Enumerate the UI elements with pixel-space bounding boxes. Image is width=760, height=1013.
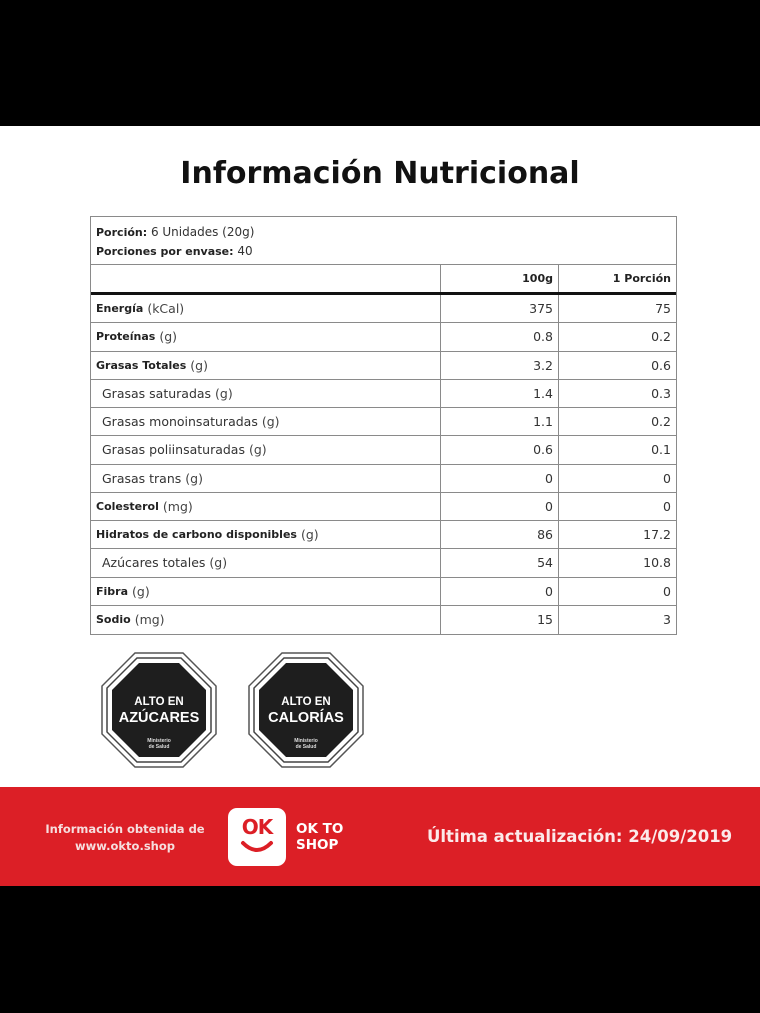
value-per-portion: 0 bbox=[663, 470, 671, 486]
value-per-100g: 54 bbox=[441, 549, 559, 577]
value-per-portion: 0 bbox=[663, 583, 671, 599]
table-row: Colesterol (mg) 0 0 bbox=[91, 492, 676, 521]
seal-high-calories: ALTO EN CALORÍAS Ministerio de Salud bbox=[248, 652, 364, 768]
value-per-portion: 0.3 bbox=[651, 385, 671, 401]
table-row: Energía (kCal) 375 75 bbox=[91, 295, 676, 324]
table-row: Grasas saturadas (g) 1.4 0.3 bbox=[91, 379, 676, 408]
value-per-portion: 17.2 bbox=[643, 527, 671, 543]
page-title: Información Nutricional bbox=[180, 156, 580, 191]
portion-info: Porción: 6 Unidades (20g) Porciones por … bbox=[91, 217, 676, 265]
table-body: Energía (kCal) 375 75 Proteínas (g) 0.8 0.2 Gras… bbox=[91, 295, 676, 634]
table-row: Grasas Totales (g) 3.2 0.6 bbox=[91, 351, 676, 380]
nutrient-name: Azúcares totales (g) bbox=[91, 549, 441, 577]
nutrient-name: Grasas Totales (g) bbox=[91, 351, 441, 379]
logo-ok-text: OK bbox=[241, 815, 274, 839]
table-row: Sodio (mg) 15 3 bbox=[91, 605, 676, 634]
source-link[interactable]: www.okto.shop bbox=[75, 839, 175, 853]
nutrient-name: Grasas saturadas (g) bbox=[91, 379, 441, 407]
header-per-portion: 1 Porción bbox=[612, 272, 671, 285]
nutrient-name: Colesterol (mg) bbox=[91, 492, 441, 520]
value-per-100g: 3.2 bbox=[441, 351, 559, 379]
smile-icon bbox=[241, 841, 273, 852]
value-per-100g: 1.4 bbox=[441, 379, 559, 407]
nutrient-name: Grasas monoinsaturadas (g) bbox=[91, 408, 441, 436]
value-per-100g: 1.1 bbox=[441, 408, 559, 436]
value-per-portion: 0.2 bbox=[651, 329, 671, 345]
value-per-portion: 0.6 bbox=[651, 357, 671, 373]
value-per-100g: 0 bbox=[441, 464, 559, 492]
value-per-100g: 0 bbox=[441, 492, 559, 520]
octagon-icon bbox=[248, 652, 364, 768]
value-per-100g: 0.6 bbox=[441, 436, 559, 464]
header-per-100g: 100g bbox=[441, 265, 559, 292]
value-per-100g: 15 bbox=[441, 605, 559, 634]
value-per-100g: 0 bbox=[441, 577, 559, 605]
table-row: Fibra (g) 0 0 bbox=[91, 577, 676, 606]
value-per-100g: 0.8 bbox=[441, 323, 559, 351]
footer-banner: Información obtenida de www.okto.shop OK… bbox=[0, 787, 760, 886]
table-row: Grasas poliinsaturadas (g) 0.6 0.1 bbox=[91, 436, 676, 465]
seal-high-sugar: ALTO EN AZÚCARES Ministerio de Salud bbox=[101, 652, 217, 768]
table-row: Grasas trans (g) 0 0 bbox=[91, 464, 676, 493]
last-updated: Última actualización: 24/09/2019 bbox=[427, 827, 733, 846]
source-text: Información obtenida de www.okto.shop bbox=[30, 821, 220, 855]
table-row: Azúcares totales (g) 54 10.8 bbox=[91, 549, 676, 578]
nutrient-name: Grasas poliinsaturadas (g) bbox=[91, 436, 441, 464]
value-per-portion: 3 bbox=[663, 612, 671, 628]
nutrition-card: Información Nutricional Porción: 6 Unida… bbox=[0, 126, 760, 886]
table-header: 100g 1 Porción bbox=[91, 265, 676, 295]
nutrient-name: Fibra (g) bbox=[91, 577, 441, 605]
table-row: Hidratos de carbono disponibles (g) 86 17.2 bbox=[91, 521, 676, 550]
warning-seals: ALTO EN AZÚCARES Ministerio de Salud ALT… bbox=[101, 652, 364, 768]
value-per-portion: 0 bbox=[663, 498, 671, 514]
portions-per-package: Porciones por envase: 40 bbox=[96, 244, 253, 258]
octagon-icon bbox=[101, 652, 217, 768]
table-row: Proteínas (g) 0.8 0.2 bbox=[91, 323, 676, 352]
brand-name: OK TO SHOP bbox=[296, 821, 344, 853]
okto-logo[interactable]: OK bbox=[228, 808, 286, 866]
value-per-100g: 375 bbox=[441, 295, 559, 323]
nutrient-name: Energía (kCal) bbox=[91, 295, 441, 323]
value-per-portion: 0.1 bbox=[651, 442, 671, 458]
value-per-portion: 0.2 bbox=[651, 414, 671, 430]
value-per-portion: 75 bbox=[655, 301, 671, 317]
value-per-100g: 86 bbox=[441, 521, 559, 549]
nutrient-name: Grasas trans (g) bbox=[91, 464, 441, 492]
portion-size: Porción: 6 Unidades (20g) bbox=[96, 225, 255, 239]
value-per-portion: 10.8 bbox=[643, 555, 671, 571]
header-nutrient bbox=[91, 265, 441, 292]
nutrient-name: Proteínas (g) bbox=[91, 323, 441, 351]
nutrition-table: Porción: 6 Unidades (20g) Porciones por … bbox=[90, 216, 677, 635]
nutrient-name: Sodio (mg) bbox=[91, 605, 441, 634]
table-row: Grasas monoinsaturadas (g) 1.1 0.2 bbox=[91, 408, 676, 437]
nutrient-name: Hidratos de carbono disponibles (g) bbox=[91, 521, 441, 549]
